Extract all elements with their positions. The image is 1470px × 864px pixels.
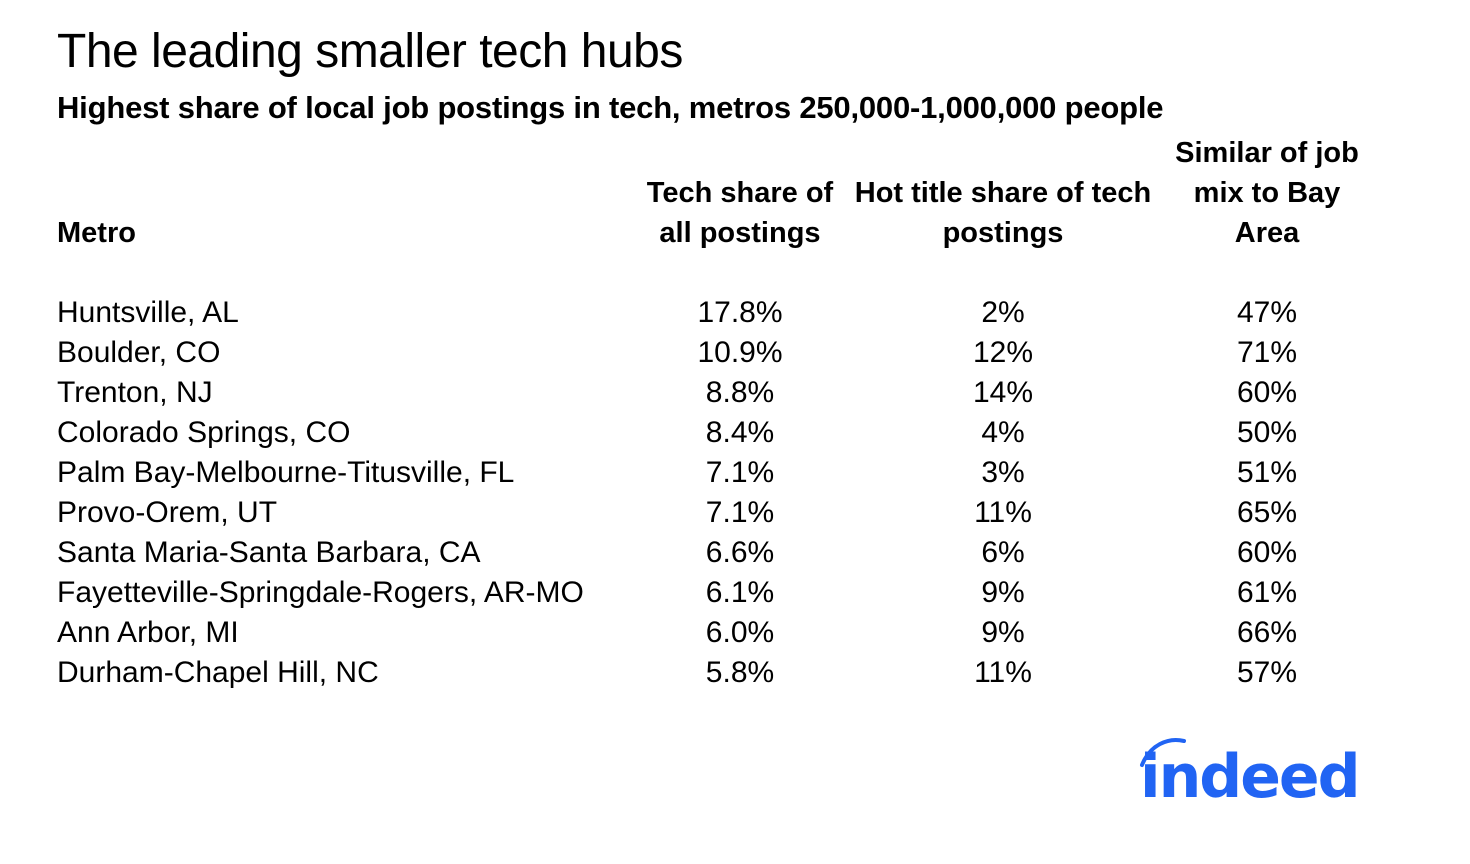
cell-bay-area-similarity: 47%	[1236, 296, 1298, 329]
cell-hot-title-share: 9%	[981, 576, 1025, 609]
chart-subtitle: Highest share of local job postings in t…	[57, 90, 1164, 125]
logo-wordmark: indeed	[1140, 742, 1359, 805]
cell-bay-area-similarity: 65%	[1236, 496, 1298, 529]
cell-hot-title-share: 9%	[981, 616, 1025, 649]
cell-metro: Trenton, NJ	[57, 376, 213, 409]
cell-bay-area-similarity: 60%	[1236, 376, 1298, 409]
cell-tech-share: 6.0%	[705, 616, 775, 649]
cell-metro: Provo-Orem, UT	[57, 496, 278, 529]
cell-tech-share: 8.8%	[705, 376, 775, 409]
cell-bay-area-similarity: 51%	[1236, 456, 1298, 489]
cell-tech-share: 5.8%	[705, 656, 775, 689]
cell-metro: Boulder, CO	[57, 336, 221, 369]
cell-metro: Fayetteville-Springdale-Rogers, AR-MO	[57, 576, 584, 609]
cell-tech-share: 6.1%	[705, 576, 775, 609]
cell-hot-title-share: 11%	[974, 496, 1032, 529]
cell-bay-area-similarity: 71%	[1236, 336, 1298, 369]
cell-tech-share: 7.1%	[705, 456, 775, 489]
column-header-hot-title-share: Hot title share of tech postings	[854, 177, 1152, 249]
cell-tech-share: 10.9%	[697, 336, 783, 369]
data-table: Metro Tech share of all postings Hot tit…	[57, 137, 1368, 693]
cell-tech-share: 7.1%	[705, 496, 775, 529]
cell-hot-title-share: 11%	[974, 656, 1032, 689]
cell-metro: Colorado Springs, CO	[57, 416, 351, 449]
header-spacer	[57, 253, 1368, 293]
cell-tech-share: 6.6%	[705, 536, 775, 569]
cell-hot-title-share: 12%	[972, 336, 1034, 369]
cell-hot-title-share: 14%	[972, 376, 1034, 409]
cell-hot-title-share: 3%	[981, 456, 1025, 489]
cell-hot-title-share: 2%	[981, 296, 1025, 329]
cell-bay-area-similarity: 61%	[1236, 576, 1298, 609]
cell-metro: Ann Arbor, MI	[57, 616, 239, 649]
cell-metro: Huntsville, AL	[57, 296, 239, 329]
cell-tech-share: 17.8%	[697, 296, 783, 329]
cell-hot-title-share: 6%	[981, 536, 1025, 569]
cell-metro: Palm Bay-Melbourne-Titusville, FL	[57, 456, 515, 489]
cell-hot-title-share: 4%	[981, 416, 1025, 449]
chart-title: The leading smaller tech hubs	[57, 25, 683, 78]
cell-bay-area-similarity: 66%	[1236, 616, 1298, 649]
indeed-logo: indeed	[1140, 738, 1361, 805]
column-header-metro: Metro	[57, 217, 136, 249]
column-header-bay-area-similarity: Similar of job mix to Bay Area	[1175, 137, 1359, 249]
cell-metro: Santa Maria-Santa Barbara, CA	[57, 536, 481, 569]
cell-bay-area-similarity: 57%	[1236, 656, 1298, 689]
cell-tech-share: 8.4%	[705, 416, 775, 449]
cell-bay-area-similarity: 60%	[1236, 536, 1298, 569]
column-header-tech-share: Tech share of all postings	[646, 177, 834, 249]
cell-metro: Durham-Chapel Hill, NC	[57, 656, 379, 689]
cell-bay-area-similarity: 50%	[1236, 416, 1298, 449]
logo-arc	[1140, 738, 1186, 767]
